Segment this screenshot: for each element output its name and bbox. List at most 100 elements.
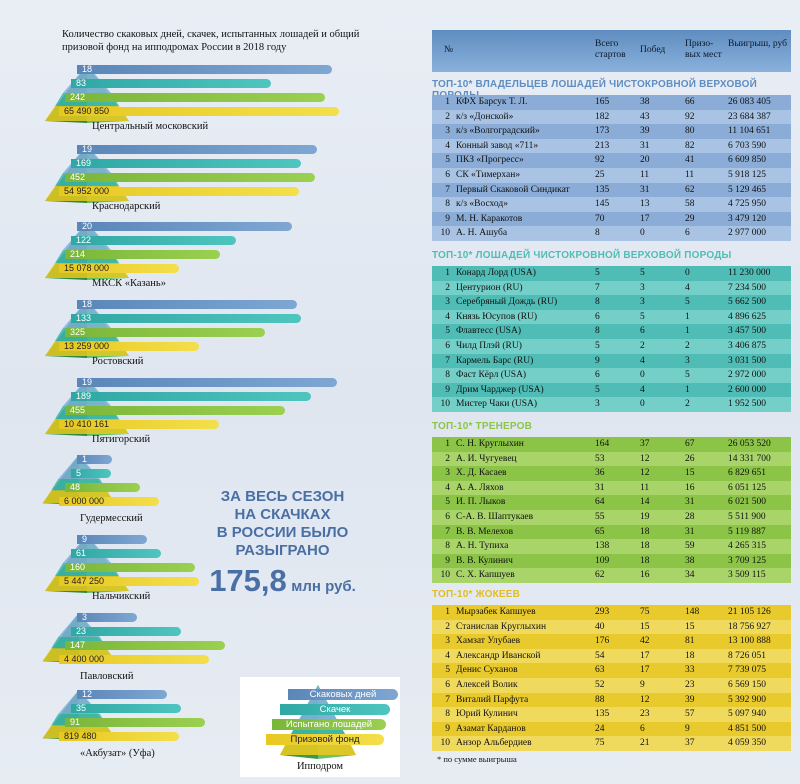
table-cell: 4 [445, 650, 450, 661]
table-cell: 12 [640, 453, 650, 464]
table-row: 3 к/з «Волгоградский» 173 39 80 11 104 651 [432, 124, 791, 139]
table-cell: 176 [595, 636, 610, 647]
legend-fund: Призовой фонд [266, 734, 384, 745]
table-cell: 54 [595, 650, 605, 661]
table-row: 4 А. А. Ляхов 31 11 16 6 051 125 [432, 480, 791, 496]
table-cell: 55 [595, 511, 605, 522]
bar-fund: 54 952 000 [59, 187, 299, 196]
table-row: 5 Флавтесс (USA) 8 6 1 3 457 500 [432, 324, 791, 339]
table-cell: 16 [685, 482, 695, 493]
track-name: Пятигорский [92, 434, 151, 445]
table-row: 7 Виталий Парфута 88 12 39 5 392 900 [432, 692, 791, 708]
table-cell: 58 [685, 199, 695, 210]
bar-races: 83 [71, 79, 271, 88]
table-cell: 26 053 520 [728, 439, 771, 449]
table-cell: 5 [640, 268, 645, 278]
table-row: 10 Мистер Чаки (USA) 3 0 2 1 952 500 [432, 397, 791, 412]
table-cell: 9 [445, 555, 450, 566]
table-cell: 53 [595, 453, 605, 464]
table-row: 5 И. П. Лыков 64 14 31 6 021 500 [432, 495, 791, 510]
total-prize: 175,8 млн руб. [195, 563, 370, 599]
table-cell: 37 [685, 738, 695, 749]
table-cell: 62 [685, 184, 695, 195]
table-cell: 0 [685, 268, 690, 278]
table-cell: 6 [595, 311, 600, 322]
table-cell: 1 [685, 326, 690, 337]
table-cell: 24 [595, 723, 605, 734]
table-header: № Всего стартов Побед Призо-вых мест Выи… [432, 30, 791, 72]
table-cell: 39 [640, 126, 650, 137]
table-cell: 2 [640, 340, 645, 351]
bar-horses: 452 [65, 173, 315, 182]
table-cell: 8 726 051 [728, 650, 766, 661]
table-cell: И. П. Лыков [456, 497, 506, 508]
table-cell: 0 [640, 370, 645, 381]
table-cell: 6 [685, 228, 690, 239]
table-cell: 4 [685, 282, 690, 293]
table-cell: 5 [595, 340, 600, 351]
table-cell: 3 [640, 297, 645, 308]
table-cell: 10 [440, 228, 451, 239]
bar-races: 133 [71, 314, 301, 323]
bar-fund: 13 259 000 [59, 342, 199, 351]
table-cell: А. А. Ляхов [456, 482, 504, 493]
table-cell: 5 [685, 297, 690, 308]
table-cell: 2 972 000 [728, 370, 766, 381]
table-cell: 6 609 850 [728, 155, 766, 166]
table-row: 7 Первый Скаковой Синдикат 135 31 62 5 129 46… [432, 182, 791, 198]
table-cell: 9 [685, 723, 690, 734]
slogan-line: ЗА ВЕСЬ СЕЗОН [220, 488, 345, 505]
legend-days: Скаковых дней [288, 689, 398, 700]
table-cell: 3 031 500 [728, 355, 766, 366]
bar-races: 122 [71, 236, 236, 245]
table-cell: к/з «Волгоградский» [456, 126, 540, 137]
table-cell: 31 [685, 497, 695, 508]
table-cell: 8 [445, 370, 450, 381]
table-row: 8 Фаст Кёрл (USA) 6 0 5 2 972 000 [432, 368, 791, 383]
table-cell: 0 [640, 399, 645, 410]
bar-days: 9 [77, 535, 147, 544]
table-cell: 70 [595, 213, 605, 224]
table-cell: 293 [595, 607, 610, 617]
table-row: 9 В. В. Кулинич 109 18 38 3 709 125 [432, 553, 791, 569]
table-cell: 21 105 126 [728, 607, 771, 617]
header-prize: Выигрыш, руб [728, 39, 787, 49]
table-cell: 67 [685, 439, 695, 449]
table-cell: 9 [595, 355, 600, 366]
table-cell: 23 684 387 [728, 111, 771, 122]
table-cell: 19 [640, 511, 650, 522]
table-row: 6 С-А. В. Шаптукаев 55 19 28 5 511 900 [432, 509, 791, 525]
table-cell: Серебряный Дождь (RU) [456, 297, 558, 308]
table-cell: 25 [595, 169, 605, 180]
bar-horses: 48 [65, 483, 140, 492]
table-cell: 9 [445, 384, 450, 395]
section-table: 1 КФХ Барсук Т. Л. 165 38 66 26 083 405 2 к/з «… [432, 95, 791, 241]
table-cell: В. В. Кулинич [456, 555, 513, 566]
table-cell: 5 097 940 [728, 709, 766, 720]
table-cell: 92 [595, 155, 605, 166]
bar-races: 5 [71, 469, 111, 478]
table-cell: 213 [595, 140, 610, 151]
bar-races: 61 [71, 549, 161, 558]
table-cell: 31 [685, 526, 695, 537]
bar-fund: 10 410 161 [59, 420, 219, 429]
table-cell: 3 [640, 282, 645, 293]
table-cell: 10 [440, 570, 451, 581]
table-cell: 21 [640, 738, 650, 749]
table-cell: 10 [440, 399, 451, 410]
table-cell: Анзор Альбердиев [456, 738, 532, 749]
table-cell: 7 [445, 355, 450, 366]
table-cell: 5 511 900 [728, 511, 766, 522]
bar-fund: 65 490 850 [59, 107, 339, 116]
table-cell: 4 851 500 [728, 723, 766, 734]
season-slogan: ЗА ВЕСЬ СЕЗОН НА СКАЧКАХ В РОССИИ БЫЛО Р… [195, 488, 370, 560]
table-row: 6 Чилд Плэй (RU) 5 2 2 3 406 875 [432, 338, 791, 354]
track-name: Нальчикский [92, 591, 151, 602]
table-cell: Фаст Кёрл (USA) [456, 370, 527, 381]
table-cell: 3 [685, 355, 690, 366]
bar-horses: 91 [65, 718, 205, 727]
table-cell: 5 [445, 155, 450, 166]
table-cell: 4 059 350 [728, 738, 766, 749]
table-cell: Станислав Круглыхин [456, 621, 547, 632]
table-cell: 5 662 500 [728, 297, 766, 308]
